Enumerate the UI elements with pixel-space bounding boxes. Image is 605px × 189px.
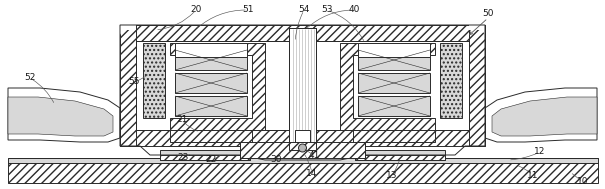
Text: 12: 12 <box>534 147 546 156</box>
Bar <box>440 43 462 118</box>
Bar <box>170 130 252 142</box>
Text: 52: 52 <box>24 74 36 83</box>
Circle shape <box>298 144 307 152</box>
Text: 11: 11 <box>527 170 538 180</box>
Bar <box>8 158 598 163</box>
Bar <box>120 25 485 41</box>
Text: 21: 21 <box>176 115 188 125</box>
Bar <box>175 96 247 116</box>
Bar <box>175 73 247 93</box>
Bar <box>120 25 136 146</box>
Bar <box>175 43 247 57</box>
Bar <box>160 155 250 160</box>
Text: 23: 23 <box>177 153 189 161</box>
Bar <box>175 50 247 70</box>
Text: 50: 50 <box>482 9 494 19</box>
Text: 14: 14 <box>306 169 318 177</box>
Text: 41: 41 <box>309 150 319 160</box>
Polygon shape <box>8 88 120 142</box>
Polygon shape <box>469 25 485 35</box>
Bar <box>289 142 316 150</box>
Bar <box>358 73 430 93</box>
Bar <box>353 130 435 142</box>
Text: 53: 53 <box>321 5 333 15</box>
Bar <box>240 142 365 158</box>
Bar <box>295 130 310 142</box>
Bar <box>358 43 430 57</box>
Bar <box>469 25 485 146</box>
Polygon shape <box>120 25 136 35</box>
Text: 13: 13 <box>386 170 397 180</box>
Text: 10: 10 <box>577 177 589 187</box>
Bar <box>289 28 316 146</box>
Polygon shape <box>8 97 113 136</box>
Bar <box>358 50 430 70</box>
Text: 22: 22 <box>205 156 217 164</box>
Bar <box>358 96 430 116</box>
Polygon shape <box>170 43 265 130</box>
Text: 20: 20 <box>191 5 201 15</box>
Text: 54: 54 <box>298 5 310 15</box>
Bar <box>8 163 598 183</box>
Bar <box>355 150 445 160</box>
Bar <box>120 130 485 146</box>
Polygon shape <box>485 88 597 142</box>
Bar <box>160 150 250 160</box>
Bar <box>355 155 445 160</box>
Polygon shape <box>492 97 597 136</box>
Text: 30: 30 <box>270 154 282 163</box>
Text: 51: 51 <box>242 5 253 15</box>
Text: 40: 40 <box>348 5 360 15</box>
Text: 55: 55 <box>128 77 140 87</box>
Bar <box>143 43 165 118</box>
Polygon shape <box>340 43 435 130</box>
